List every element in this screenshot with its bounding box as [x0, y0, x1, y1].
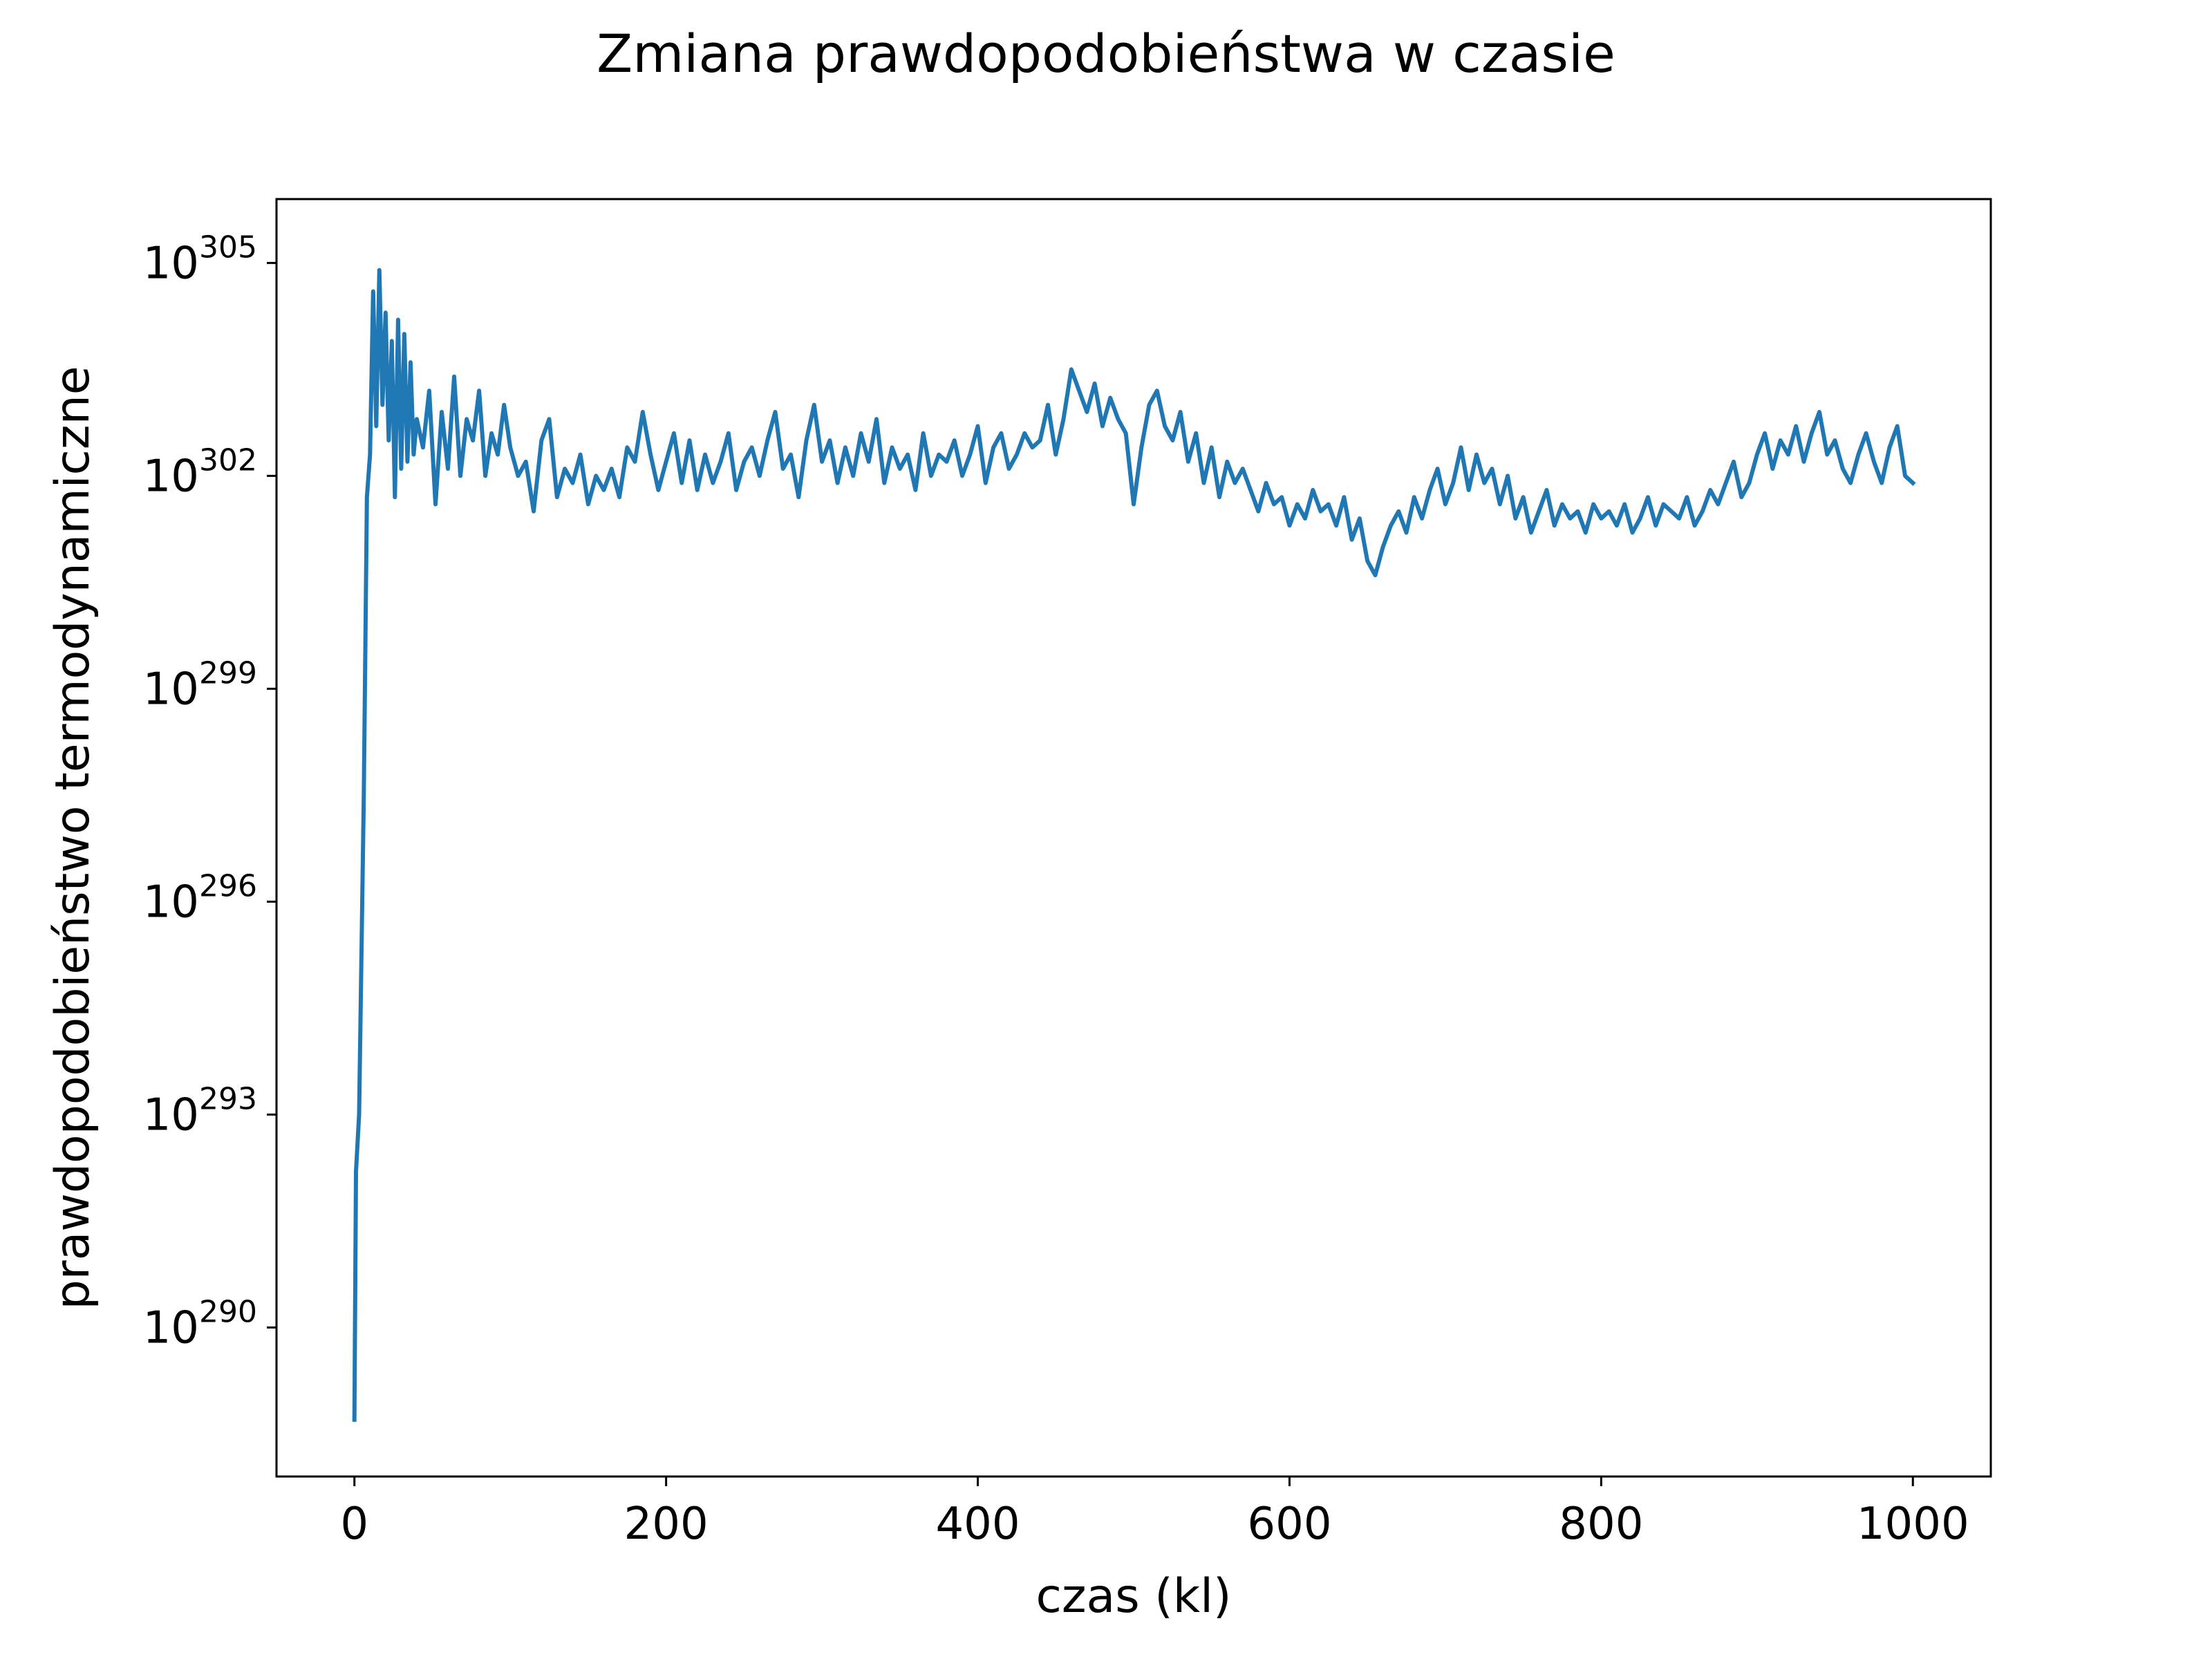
- y-tick-base: 10: [143, 1089, 199, 1141]
- x-tick-label: 1000: [1857, 1499, 1969, 1550]
- y-tick-exponent: 305: [199, 229, 257, 265]
- x-tick-label: 200: [624, 1499, 709, 1550]
- y-tick-exponent: 296: [199, 868, 257, 903]
- y-tick-base: 10: [143, 664, 199, 715]
- y-tick-base: 10: [143, 877, 199, 928]
- y-tick-exponent: 299: [199, 655, 257, 691]
- x-tick-label: 0: [340, 1499, 368, 1550]
- y-tick-exponent: 290: [199, 1294, 257, 1329]
- y-tick-base: 10: [143, 238, 199, 289]
- y-tick-exponent: 302: [199, 442, 257, 478]
- x-axis-label: czas (kl): [1035, 1569, 1231, 1624]
- y-tick-base: 10: [143, 451, 199, 502]
- y-tick-exponent: 293: [199, 1081, 257, 1116]
- y-axis-label: prawdopodobieństwo termodynamiczne: [46, 366, 100, 1309]
- x-tick-label: 400: [935, 1499, 1020, 1550]
- x-tick-label: 800: [1559, 1499, 1643, 1550]
- x-tick-label: 600: [1247, 1499, 1331, 1550]
- chart-title: Zmiana prawdopodobieństwa w czasie: [597, 23, 1615, 84]
- y-tick-base: 10: [143, 1302, 199, 1353]
